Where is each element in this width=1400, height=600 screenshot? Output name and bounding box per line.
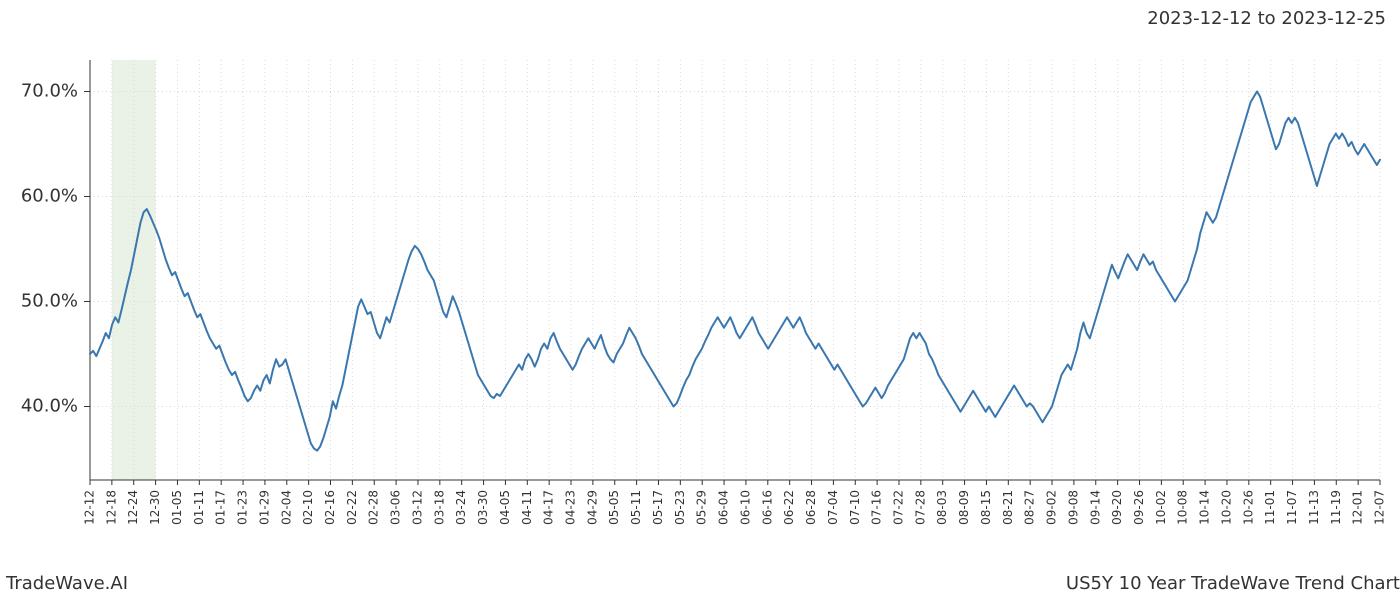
xtick-label: 10-20 xyxy=(1219,490,1233,525)
xtick-label: 05-17 xyxy=(651,490,665,525)
brand-label: TradeWave.AI xyxy=(6,573,128,594)
xtick-label: 06-22 xyxy=(782,490,796,525)
xtick-label: 10-02 xyxy=(1154,490,1168,525)
xtick-label: 02-10 xyxy=(301,490,315,525)
xtick-label: 04-05 xyxy=(498,490,512,525)
xtick-label: 12-12 xyxy=(83,490,97,525)
xtick-label: 11-13 xyxy=(1307,490,1321,525)
xtick-label: 03-12 xyxy=(410,490,424,525)
xtick-label: 12-01 xyxy=(1351,490,1365,525)
xtick-label: 02-28 xyxy=(367,490,381,525)
xtick-label: 02-04 xyxy=(279,490,293,525)
xtick-label: 09-20 xyxy=(1110,490,1124,525)
plot-area: 40.0%50.0%60.0%70.0%12-1212-1812-2412-30… xyxy=(90,60,1380,480)
xtick-label: 08-09 xyxy=(957,490,971,525)
xtick-label: 07-10 xyxy=(848,490,862,525)
xtick-label: 04-29 xyxy=(585,490,599,525)
xtick-label: 02-22 xyxy=(345,490,359,525)
xtick-label: 06-28 xyxy=(804,490,818,525)
xtick-label: 01-05 xyxy=(170,490,184,525)
xtick-label: 12-07 xyxy=(1373,490,1387,525)
xtick-label: 09-26 xyxy=(1132,490,1146,525)
xtick-label: 03-24 xyxy=(454,490,468,525)
chart-svg: 40.0%50.0%60.0%70.0%12-1212-1812-2412-30… xyxy=(90,60,1380,540)
ytick-label: 70.0% xyxy=(21,81,78,102)
xtick-label: 07-22 xyxy=(891,490,905,525)
xtick-label: 08-15 xyxy=(979,490,993,525)
xtick-label: 01-17 xyxy=(214,490,228,525)
xtick-label: 10-14 xyxy=(1198,490,1212,525)
xtick-label: 08-03 xyxy=(935,490,949,525)
xtick-label: 09-14 xyxy=(1088,490,1102,525)
xtick-label: 04-23 xyxy=(564,490,578,525)
xtick-label: 06-16 xyxy=(760,490,774,525)
xtick-label: 01-11 xyxy=(192,490,206,525)
ytick-label: 50.0% xyxy=(21,291,78,312)
xtick-label: 02-16 xyxy=(323,490,337,525)
ytick-label: 40.0% xyxy=(21,396,78,417)
ytick-label: 60.0% xyxy=(21,186,78,207)
xtick-label: 12-18 xyxy=(104,490,118,525)
xtick-label: 01-23 xyxy=(236,490,250,525)
xtick-label: 06-04 xyxy=(717,490,731,525)
xtick-label: 12-30 xyxy=(148,490,162,525)
xtick-label: 08-21 xyxy=(1001,490,1015,525)
xtick-label: 11-19 xyxy=(1329,490,1343,525)
xtick-label: 10-08 xyxy=(1176,490,1190,525)
date-range-label: 2023-12-12 to 2023-12-25 xyxy=(1147,8,1386,29)
xtick-label: 05-29 xyxy=(695,490,709,525)
xtick-label: 01-29 xyxy=(257,490,271,525)
xtick-label: 03-06 xyxy=(389,490,403,525)
xtick-label: 03-18 xyxy=(432,490,446,525)
trend-line xyxy=(90,92,1380,451)
xtick-label: 11-01 xyxy=(1263,490,1277,525)
chart-container: 2023-12-12 to 2023-12-25 TradeWave.AI US… xyxy=(0,0,1400,600)
xtick-label: 04-11 xyxy=(520,490,534,525)
xtick-label: 05-23 xyxy=(673,490,687,525)
xtick-label: 09-08 xyxy=(1066,490,1080,525)
chart-subtitle: US5Y 10 Year TradeWave Trend Chart xyxy=(1066,573,1400,594)
xtick-label: 07-28 xyxy=(913,490,927,525)
xtick-label: 12-24 xyxy=(126,490,140,525)
xtick-label: 04-17 xyxy=(542,490,556,525)
xtick-label: 07-04 xyxy=(826,490,840,525)
xtick-label: 06-10 xyxy=(738,490,752,525)
xtick-label: 07-16 xyxy=(870,490,884,525)
xtick-label: 03-30 xyxy=(476,490,490,525)
xtick-label: 10-26 xyxy=(1241,490,1255,525)
xtick-label: 08-27 xyxy=(1023,490,1037,525)
xtick-label: 05-11 xyxy=(629,490,643,525)
xtick-label: 09-02 xyxy=(1045,490,1059,525)
xtick-label: 11-07 xyxy=(1285,490,1299,525)
xtick-label: 05-05 xyxy=(607,490,621,525)
